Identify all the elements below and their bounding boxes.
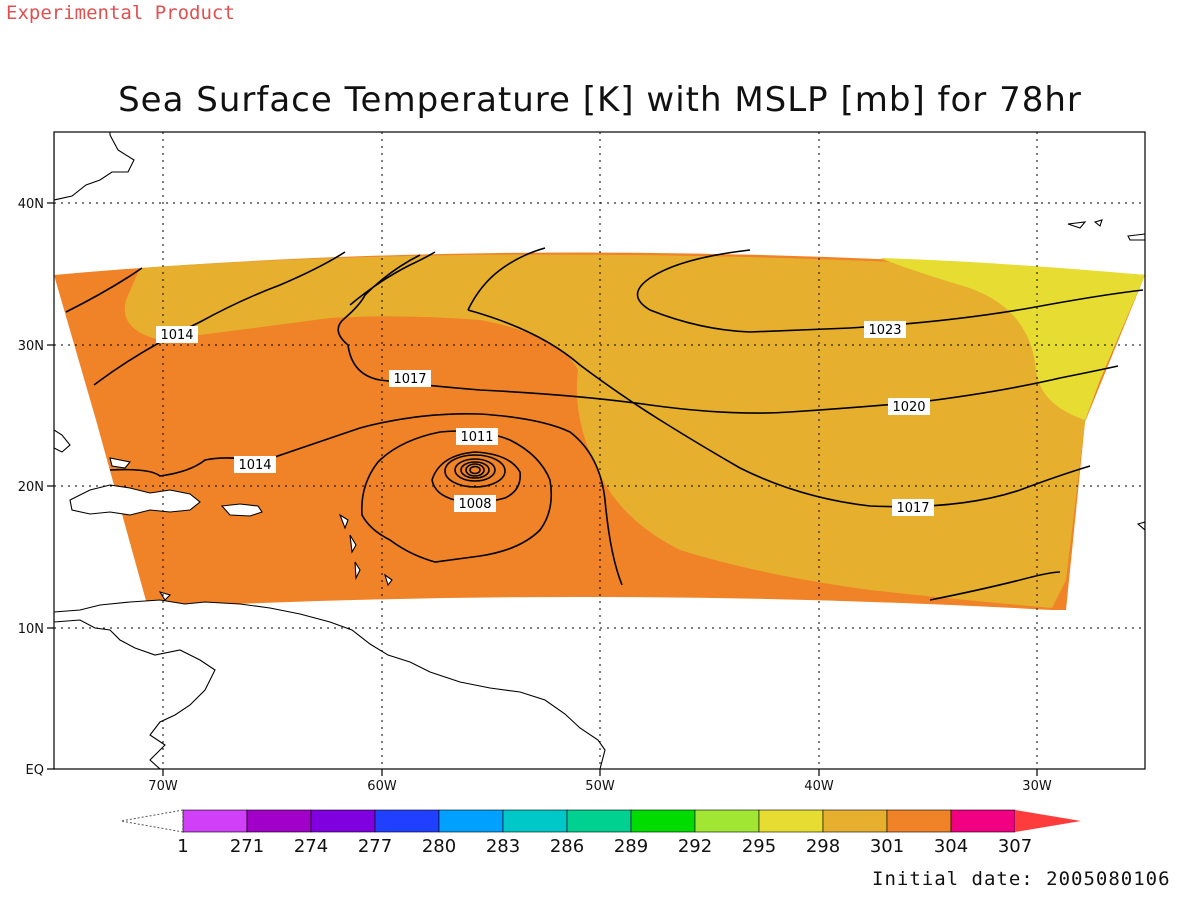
- isobar-label-1014-west: 1014: [156, 326, 198, 343]
- svg-text:1014: 1014: [160, 328, 193, 343]
- colorbar-label: 280: [422, 836, 456, 857]
- longitude-labels: 70W 60W 50W 40W 30W: [148, 779, 1052, 794]
- initial-date: Initial date: 2005080106: [872, 868, 1171, 890]
- svg-text:1017: 1017: [393, 372, 426, 387]
- colorbar-swatch: [758, 809, 824, 833]
- colorbar-label: 301: [870, 836, 904, 857]
- lon-label-50w: 50W: [585, 779, 615, 794]
- colorbar-swatch: [182, 809, 248, 833]
- lat-label-10n: 10N: [18, 622, 44, 637]
- isobar-label-1023: 1023: [864, 321, 906, 338]
- colorbar-swatch: [246, 809, 312, 833]
- lat-label-30n: 30N: [18, 339, 44, 354]
- svg-text:1020: 1020: [892, 400, 925, 415]
- lon-label-60w: 60W: [367, 779, 397, 794]
- colorbar-label: 289: [614, 836, 648, 857]
- isobar-label-1017-east: 1017: [892, 499, 934, 516]
- colorbar-swatch: [310, 809, 376, 833]
- sst-field-298: [880, 258, 1145, 420]
- colorbar-label: 286: [550, 836, 584, 857]
- lat-label-eq: EQ: [26, 763, 44, 778]
- lon-label-40w: 40W: [804, 779, 834, 794]
- isobar-label-1014-south: 1014: [234, 456, 276, 473]
- lat-label-20n: 20N: [18, 480, 44, 495]
- colorbar-swatch: [694, 809, 760, 833]
- colorbar-label: 295: [742, 836, 776, 857]
- colorbar-swatch: [438, 809, 504, 833]
- isobar-label-1008: 1008: [454, 495, 496, 512]
- lon-label-70w: 70W: [148, 779, 178, 794]
- lat-label-40n: 40N: [18, 197, 44, 212]
- colorbar-label: 292: [678, 836, 712, 857]
- colorbar-swatch: [886, 809, 952, 833]
- sst-field-301: [124, 254, 1145, 608]
- axis-ticks: [47, 202, 1038, 776]
- graticule: [54, 132, 1145, 769]
- colorbar-label: 304: [934, 836, 968, 857]
- svg-text:1014: 1014: [238, 458, 271, 473]
- colorbar-swatch: [502, 809, 568, 833]
- svg-text:1017: 1017: [896, 501, 929, 516]
- colorbar-label: 1: [177, 836, 188, 857]
- isobar-labels: 1014 1023 1017 1020 1014 1011 1017 1008: [156, 321, 934, 516]
- colorbar-label: 283: [486, 836, 520, 857]
- colorbar-right-arrow: [1015, 810, 1081, 832]
- colorbar-swatch: [630, 809, 696, 833]
- lon-label-30w: 30W: [1022, 779, 1052, 794]
- isobar-label-1017-north: 1017: [389, 370, 431, 387]
- map-title: Sea Surface Temperature [K] with MSLP [m…: [118, 80, 1082, 120]
- colorbar-label: 298: [806, 836, 840, 857]
- colorbar: 1 271 274 277 280 283 286 289 292 295 298 301 304 307: [120, 809, 1081, 857]
- svg-text:1008: 1008: [458, 497, 491, 512]
- colorbar-label: 274: [294, 836, 328, 857]
- experimental-product-label: Experimental Product: [6, 2, 235, 24]
- coastlines: [54, 132, 1145, 769]
- colorbar-label: 271: [230, 836, 264, 857]
- isobar-label-1020: 1020: [888, 398, 930, 415]
- colorbar-swatch: [566, 809, 632, 833]
- latitude-labels: 40N 30N 20N 10N EQ: [18, 197, 44, 778]
- colorbar-left-arrow: [120, 809, 184, 833]
- colorbar-swatch: [822, 809, 888, 833]
- colorbar-swatch: [374, 809, 440, 833]
- colorbar-label: 277: [358, 836, 392, 857]
- svg-text:1023: 1023: [868, 323, 901, 338]
- colorbar-label: 307: [998, 836, 1032, 857]
- svg-text:1011: 1011: [460, 430, 493, 445]
- isobar-label-1011: 1011: [456, 428, 498, 445]
- colorbar-swatch: [950, 809, 1016, 833]
